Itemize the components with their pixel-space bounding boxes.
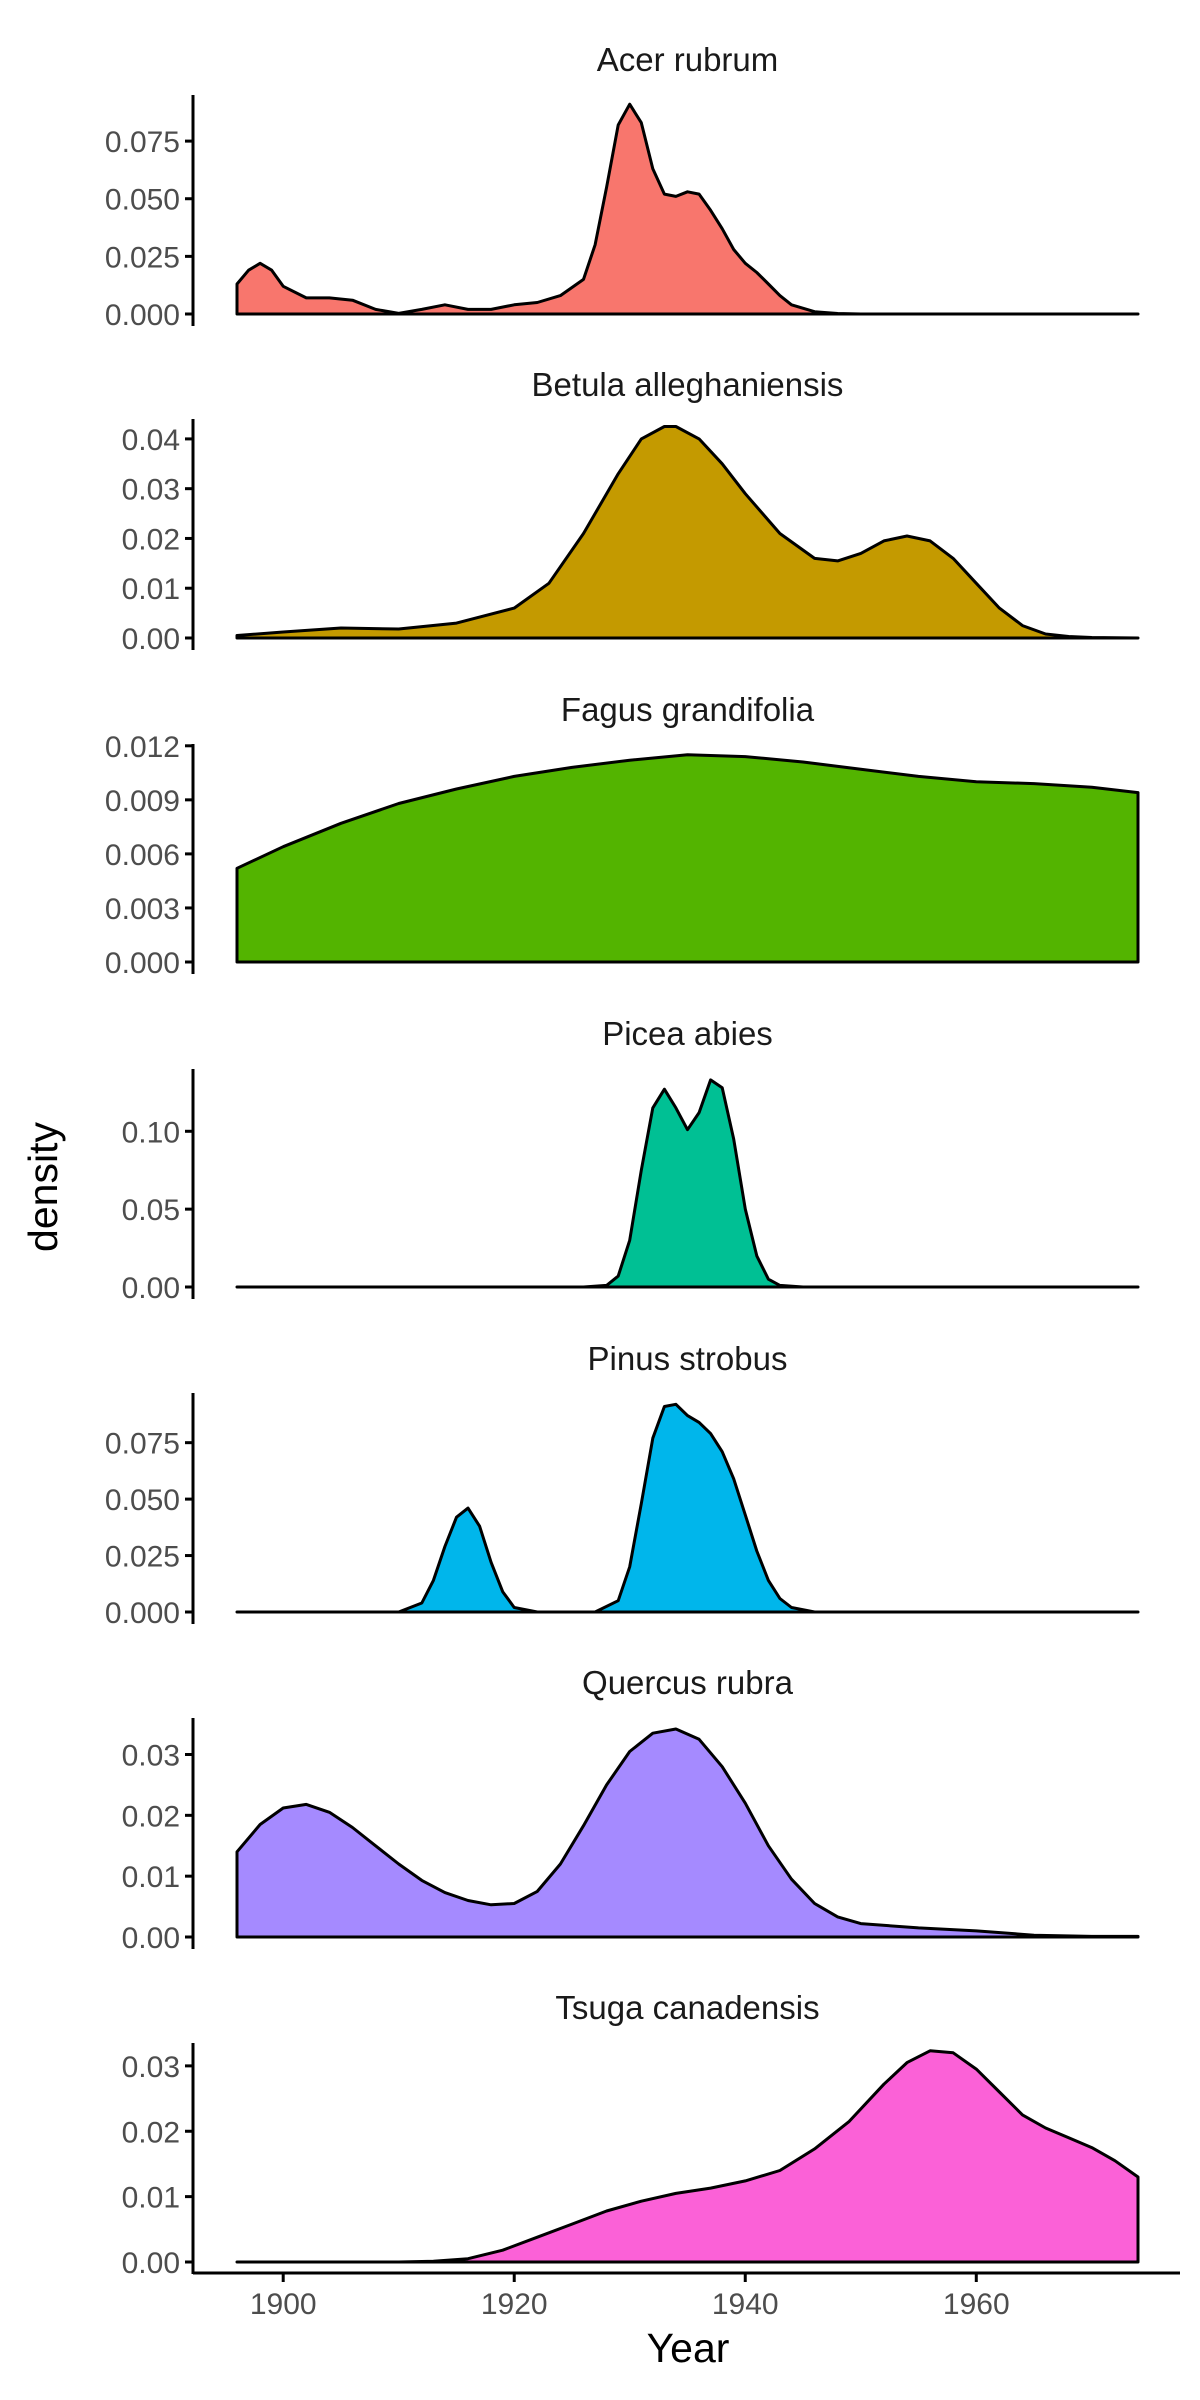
y-tick-label: 0.01 xyxy=(122,1861,180,1894)
y-tick-label: 0.05 xyxy=(122,1194,180,1227)
y-tick-label: 0.075 xyxy=(105,126,180,159)
y-tick-label: 0.00 xyxy=(122,1272,180,1305)
y-tick-label: 0.03 xyxy=(122,1740,180,1773)
y-tick-label: 0.000 xyxy=(105,947,180,980)
y-tick-label: 0.000 xyxy=(105,299,180,332)
y-tick-label: 0.01 xyxy=(122,2182,180,2215)
panel-title: Acer rubrum xyxy=(597,41,779,78)
y-tick-label: 0.075 xyxy=(105,1428,180,1461)
x-tick-label: 1940 xyxy=(712,2288,779,2321)
x-axis-title: Year xyxy=(647,2325,730,2371)
y-tick-label: 0.00 xyxy=(122,1922,180,1955)
density-area-quercus-rubra xyxy=(235,1727,1140,1939)
panel-picea-abies: Picea abies 0.00 0.05 0.10 xyxy=(122,1015,1140,1305)
panel-quercus-rubra: Quercus rubra 0.00 0.01 0.02 0.03 xyxy=(122,1664,1140,1955)
y-tick-label: 0.000 xyxy=(105,1597,180,1630)
panel-title: Tsuga canadensis xyxy=(555,1989,819,2026)
panel-tsuga-canadensis: Tsuga canadensis 0.00 0.01 0.02 0.03 xyxy=(122,1989,1140,2280)
density-area-tsuga-canadensis xyxy=(235,2049,1140,2264)
panel-title: Betula alleghaniensis xyxy=(532,366,844,403)
y-tick-label: 0.00 xyxy=(122,2247,180,2280)
y-tick-label: 0.050 xyxy=(105,1484,180,1517)
y-tick-label: 0.050 xyxy=(105,184,180,217)
x-tick-label: 1960 xyxy=(943,2288,1010,2321)
y-axis-title: density xyxy=(20,1122,66,1252)
density-area-picea-abies xyxy=(235,1078,1140,1289)
y-tick-label: 0.012 xyxy=(105,731,180,764)
y-tick-label: 0.01 xyxy=(122,573,180,606)
x-tick-label: 1920 xyxy=(481,2288,548,2321)
y-tick-label: 0.00 xyxy=(122,623,180,656)
y-tick-label: 0.03 xyxy=(122,474,180,507)
x-tick-label: 1900 xyxy=(250,2288,317,2321)
panel-pinus-strobus: Pinus strobus 0.000 0.025 0.050 0.075 xyxy=(105,1340,1140,1630)
panel-acer-rubrum: Acer rubrum 0.000 0.025 0.050 0.075 xyxy=(105,41,1140,332)
y-tick-label: 0.02 xyxy=(122,2116,180,2149)
x-axis: 1900 1920 1940 1960 xyxy=(193,2271,1180,2321)
y-tick-label: 0.02 xyxy=(122,523,180,556)
density-area-pinus-strobus xyxy=(235,1402,1140,1614)
y-tick-label: 0.025 xyxy=(105,1541,180,1574)
y-tick-label: 0.02 xyxy=(122,1800,180,1833)
panel-title: Pinus strobus xyxy=(588,1340,788,1377)
panel-title: Picea abies xyxy=(602,1015,773,1052)
facet-panels: Acer rubrum 0.000 0.025 0.050 0.075 Betula al… xyxy=(105,41,1140,2280)
y-tick-label: 0.03 xyxy=(122,2051,180,2084)
panel-fagus-grandifolia: Fagus grandifolia 0.000 0.003 0.006 0.009 0.0… xyxy=(105,691,1140,980)
y-tick-label: 0.10 xyxy=(122,1116,180,1149)
panel-title: Quercus rubra xyxy=(582,1664,794,1701)
y-tick-label: 0.025 xyxy=(105,241,180,274)
y-tick-label: 0.04 xyxy=(122,424,180,457)
density-area-acer-rubrum xyxy=(235,102,1140,316)
y-tick-label: 0.006 xyxy=(105,839,180,872)
panel-betula-alleghaniensis: Betula alleghaniensis 0.00 0.01 0.02 0.03 0.0… xyxy=(122,366,1140,656)
y-tick-label: 0.009 xyxy=(105,785,180,818)
panel-title: Fagus grandifolia xyxy=(561,691,815,728)
y-tick-label: 0.003 xyxy=(105,893,180,926)
density-area-fagus-grandifolia xyxy=(235,753,1140,964)
density-area-betula-alleghaniensis xyxy=(235,425,1140,640)
